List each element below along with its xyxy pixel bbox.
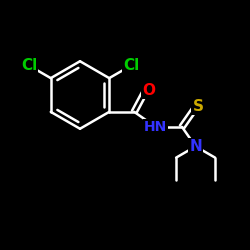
- Text: N: N: [189, 139, 202, 154]
- Text: HN: HN: [144, 120, 167, 134]
- Text: S: S: [192, 99, 203, 114]
- Text: O: O: [142, 82, 155, 98]
- Text: Cl: Cl: [123, 58, 139, 73]
- Text: Cl: Cl: [21, 58, 37, 73]
